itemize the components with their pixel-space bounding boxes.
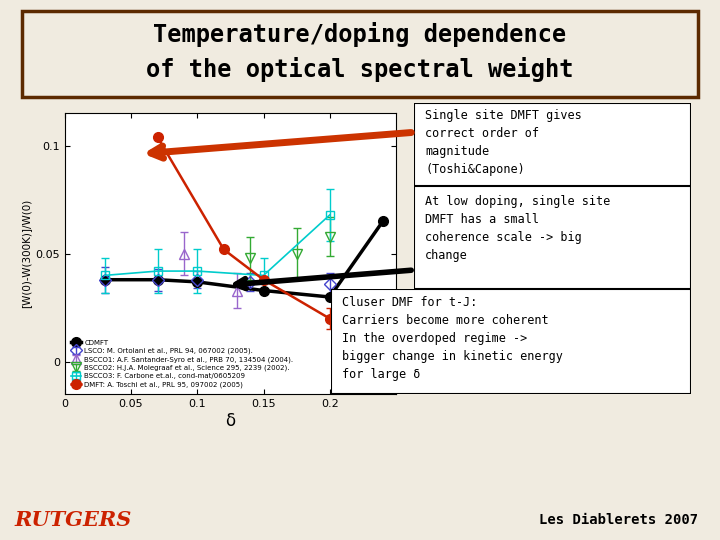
FancyBboxPatch shape: [414, 103, 691, 186]
Text: Single site DMFT gives
correct order of
magnitude
(Toshi&Capone): Single site DMFT gives correct order of …: [425, 109, 582, 176]
CDMFT: [379, 218, 387, 225]
CDMFT: [259, 287, 268, 294]
Legend: CDMFT, LSCO: M. Ortolani et al., PRL 94, 067002 (2005)., BSCCO1: A.F. Santander-: CDMFT, LSCO: M. Ortolani et al., PRL 94,…: [68, 337, 296, 391]
Text: At low doping, single site
DMFT has a small
coherence scale -> big
change: At low doping, single site DMFT has a sm…: [425, 194, 611, 261]
Text: Cluser DMF for t-J:
Carriers become more coherent
In the overdoped regime ->
big: Cluser DMF for t-J: Carriers become more…: [342, 296, 563, 381]
FancyBboxPatch shape: [331, 289, 691, 394]
CDMFT: [325, 294, 334, 300]
Text: Les Diablerets 2007: Les Diablerets 2007: [539, 513, 698, 526]
Y-axis label: [W(0)-W(300K)]/W(0): [W(0)-W(300K)]/W(0): [21, 199, 31, 308]
CDMFT: [100, 276, 109, 283]
CDMFT: [193, 279, 202, 285]
Text: RUTGERS: RUTGERS: [14, 510, 132, 530]
CDMFT: [153, 276, 162, 283]
Text: Temperature/doping dependence
of the optical spectral weight: Temperature/doping dependence of the opt…: [146, 22, 574, 82]
Line: CDMFT: CDMFT: [99, 217, 387, 302]
FancyBboxPatch shape: [22, 11, 698, 97]
FancyBboxPatch shape: [414, 186, 691, 289]
X-axis label: δ: δ: [225, 412, 235, 430]
